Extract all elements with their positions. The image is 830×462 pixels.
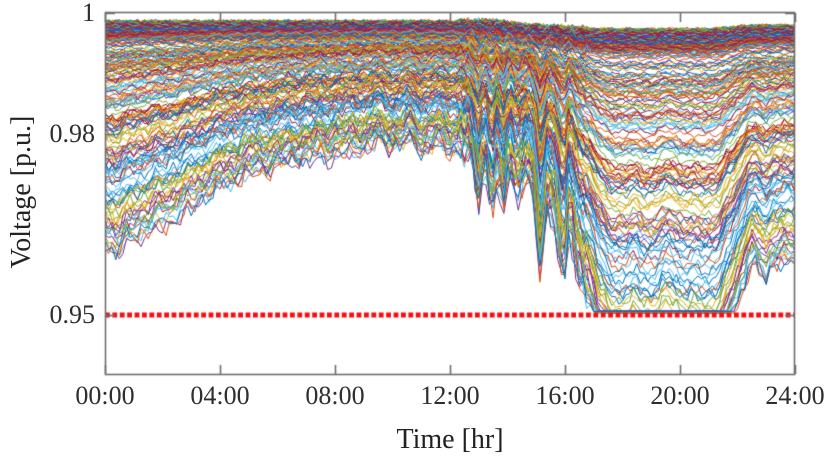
x-tick-label-16-00: 16:00 [535, 381, 595, 410]
x-tick-label-24-00: 24:00 [765, 381, 825, 410]
y-axis-label: Voltage [p.u.] [6, 115, 37, 269]
x-tick-label-00-00: 00:00 [75, 381, 135, 410]
x-tick-label-04-00: 04:00 [190, 381, 250, 410]
y-tick-label-0.95: 0.95 [49, 300, 96, 329]
x-axis-label: Time [hr] [396, 424, 504, 455]
x-tick-label-08-00: 08:00 [305, 381, 365, 410]
x-tick-label-12-00: 12:00 [420, 381, 480, 410]
y-tick-label-0.98: 0.98 [49, 118, 96, 148]
y-tick-label-1: 1 [82, 0, 95, 27]
x-tick-label-20-00: 20:00 [650, 381, 710, 410]
